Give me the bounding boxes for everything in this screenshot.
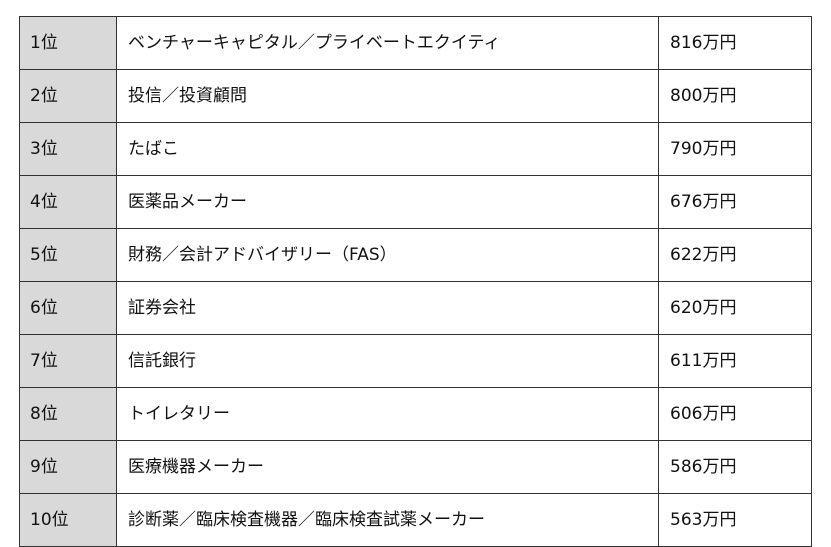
- rank-cell: 7位: [19, 334, 117, 388]
- industry-cell: 投信／投資顧問: [116, 69, 659, 123]
- salary-cell: 800万円: [658, 69, 812, 123]
- salary-cell: 790万円: [658, 122, 812, 176]
- salary-cell: 622万円: [658, 228, 812, 282]
- ranking-table-body: 1位 ベンチャーキャピタル／プライベートエクイティ 816万円 2位 投信／投資…: [19, 16, 812, 547]
- table-row: 2位 投信／投資顧問 800万円: [19, 69, 812, 123]
- salary-ranking-table: 1位 ベンチャーキャピタル／プライベートエクイティ 816万円 2位 投信／投資…: [19, 16, 812, 547]
- rank-cell: 9位: [19, 440, 117, 494]
- salary-cell: 606万円: [658, 387, 812, 441]
- rank-cell: 3位: [19, 122, 117, 176]
- industry-cell: ベンチャーキャピタル／プライベートエクイティ: [116, 16, 659, 70]
- salary-cell: 676万円: [658, 175, 812, 229]
- table-row: 9位 医療機器メーカー 586万円: [19, 440, 812, 494]
- salary-cell: 611万円: [658, 334, 812, 388]
- industry-cell: 証券会社: [116, 281, 659, 335]
- rank-cell: 6位: [19, 281, 117, 335]
- table-row: 5位 財務／会計アドバイザリー（FAS） 622万円: [19, 228, 812, 282]
- table-row: 1位 ベンチャーキャピタル／プライベートエクイティ 816万円: [19, 16, 812, 70]
- rank-cell: 2位: [19, 69, 117, 123]
- industry-cell: 医薬品メーカー: [116, 175, 659, 229]
- table-row: 10位 診断薬／臨床検査機器／臨床検査試薬メーカー 563万円: [19, 493, 812, 547]
- salary-cell: 563万円: [658, 493, 812, 547]
- industry-cell: トイレタリー: [116, 387, 659, 441]
- table-row: 7位 信託銀行 611万円: [19, 334, 812, 388]
- table-row: 3位 たばこ 790万円: [19, 122, 812, 176]
- rank-cell: 5位: [19, 228, 117, 282]
- table-row: 8位 トイレタリー 606万円: [19, 387, 812, 441]
- salary-cell: 586万円: [658, 440, 812, 494]
- industry-cell: 医療機器メーカー: [116, 440, 659, 494]
- table-row: 6位 証券会社 620万円: [19, 281, 812, 335]
- salary-cell: 620万円: [658, 281, 812, 335]
- industry-cell: 診断薬／臨床検査機器／臨床検査試薬メーカー: [116, 493, 659, 547]
- salary-cell: 816万円: [658, 16, 812, 70]
- rank-cell: 8位: [19, 387, 117, 441]
- rank-cell: 10位: [19, 493, 117, 547]
- table-row: 4位 医薬品メーカー 676万円: [19, 175, 812, 229]
- industry-cell: たばこ: [116, 122, 659, 176]
- rank-cell: 4位: [19, 175, 117, 229]
- industry-cell: 財務／会計アドバイザリー（FAS）: [116, 228, 659, 282]
- industry-cell: 信託銀行: [116, 334, 659, 388]
- rank-cell: 1位: [19, 16, 117, 70]
